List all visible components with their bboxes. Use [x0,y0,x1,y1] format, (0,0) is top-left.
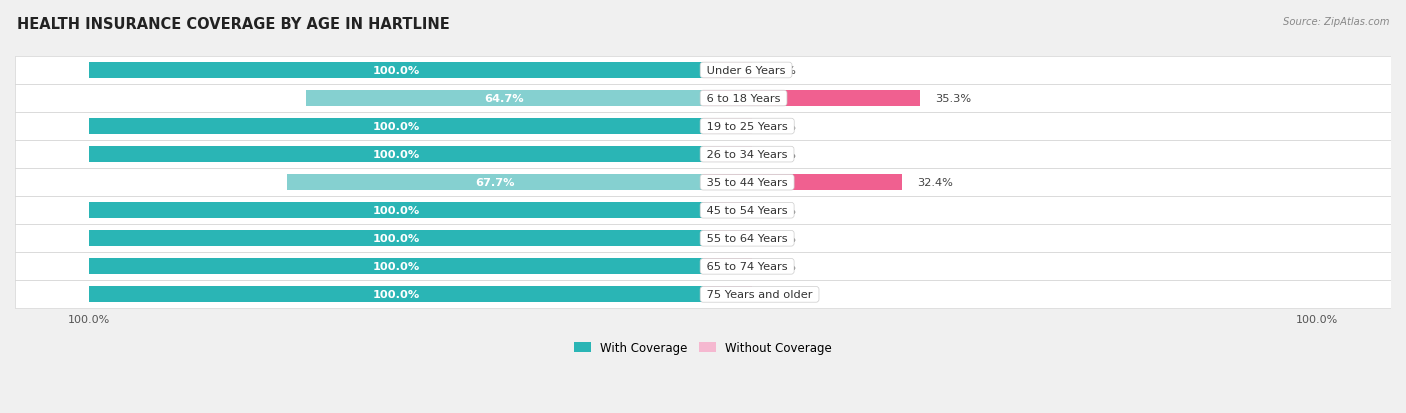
Text: 0.0%: 0.0% [768,66,796,76]
Bar [89,259,703,275]
Bar [15,253,1391,281]
Bar [703,287,752,303]
Bar [89,147,703,163]
Text: 35 to 44 Years: 35 to 44 Years [703,178,792,188]
Bar [15,197,1391,225]
Text: 26 to 34 Years: 26 to 34 Years [703,150,792,160]
Bar [15,281,1391,309]
Bar [89,230,703,247]
Bar [15,57,1391,85]
Bar [703,259,752,275]
Text: 65 to 74 Years: 65 to 74 Years [703,262,792,272]
Bar [703,119,752,135]
Bar [89,119,703,135]
Text: 100.0%: 100.0% [373,290,419,299]
Text: 0.0%: 0.0% [768,262,796,272]
Bar [703,203,752,219]
Text: 0.0%: 0.0% [768,234,796,244]
Text: Source: ZipAtlas.com: Source: ZipAtlas.com [1282,17,1389,26]
Text: 45 to 54 Years: 45 to 54 Years [703,206,792,216]
Bar [703,230,752,247]
Bar [287,175,703,191]
Bar [89,203,703,219]
Text: 100.0%: 100.0% [373,234,419,244]
Text: 0.0%: 0.0% [768,290,796,299]
Text: 35.3%: 35.3% [935,94,972,104]
Bar [703,147,752,163]
Legend: With Coverage, Without Coverage: With Coverage, Without Coverage [569,337,837,359]
Bar [15,113,1391,141]
Bar [703,63,752,79]
Text: 100.0%: 100.0% [373,262,419,272]
Text: 0.0%: 0.0% [768,150,796,160]
Text: 100.0%: 100.0% [373,150,419,160]
Bar [15,141,1391,169]
Text: 100.0%: 100.0% [373,66,419,76]
Bar [15,169,1391,197]
Text: 0.0%: 0.0% [768,206,796,216]
Text: Under 6 Years: Under 6 Years [703,66,789,76]
Bar [703,91,920,107]
Text: 55 to 64 Years: 55 to 64 Years [703,234,792,244]
Text: 100.0%: 100.0% [373,206,419,216]
Text: 32.4%: 32.4% [917,178,953,188]
Text: 19 to 25 Years: 19 to 25 Years [703,122,792,132]
Bar [89,287,703,303]
Text: 0.0%: 0.0% [768,122,796,132]
Text: 6 to 18 Years: 6 to 18 Years [703,94,785,104]
Text: 75 Years and older: 75 Years and older [703,290,815,299]
Text: 67.7%: 67.7% [475,178,515,188]
Text: 100.0%: 100.0% [373,122,419,132]
Bar [15,225,1391,253]
Text: 64.7%: 64.7% [485,94,524,104]
Bar [305,91,703,107]
Bar [89,63,703,79]
Bar [15,85,1391,113]
Text: HEALTH INSURANCE COVERAGE BY AGE IN HARTLINE: HEALTH INSURANCE COVERAGE BY AGE IN HART… [17,17,450,31]
Bar [703,175,903,191]
